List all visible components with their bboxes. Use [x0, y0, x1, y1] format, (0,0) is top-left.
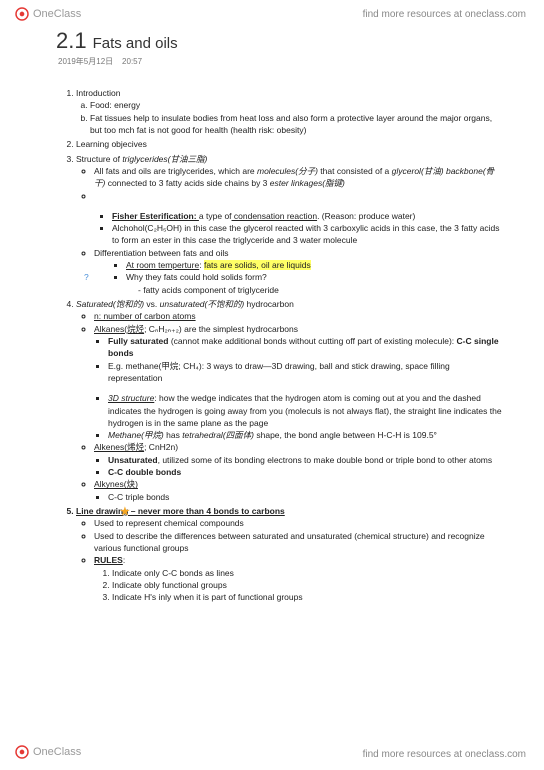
t: E.g. methane(甲烷: [108, 361, 178, 371]
s3-b1: Fisher Esterification: a type of condens…: [112, 210, 502, 222]
highlight: fats are solids, oil are liquids: [204, 260, 311, 270]
t: RULES: [94, 555, 123, 565]
footer-logo: OneClass: [14, 744, 81, 760]
logo-icon: [14, 6, 30, 22]
t: . (Reason: produce water): [317, 211, 415, 221]
section-5: ★ Line drawing – never more than 4 bonds…: [76, 505, 502, 604]
t: Alkenes(烯烃: [94, 442, 144, 452]
t: At room temperture: [126, 260, 199, 270]
page-title: 2.1 Fats and oils: [56, 28, 502, 54]
t: :: [123, 555, 125, 565]
t: Alkanes(烷烃: [94, 324, 144, 334]
rule-3: Indicate H's inly when it is part of fun…: [112, 591, 502, 603]
t: shape, the bond angle between H-C-H is 1…: [254, 430, 437, 440]
s4-b5: Unsaturated, utilized some of its bondin…: [108, 454, 502, 466]
s4-c2: Alkanes(烷烃; CₙH₂ₙ₊₂) are the simplest hy…: [94, 323, 502, 442]
header: OneClass find more resources at oneclass…: [0, 0, 544, 24]
t: Methane(甲烷): [108, 430, 166, 440]
t: connected to 3 fatty acids side chains b…: [108, 178, 270, 188]
logo-icon: [14, 744, 30, 760]
title-text: Fats and oils: [93, 35, 178, 52]
s4-b3: 3D structure: how the wedge indicates th…: [108, 392, 502, 429]
t: 3D structure: [108, 393, 154, 403]
t: Alkynes(炔): [94, 479, 138, 489]
t: a type of: [199, 211, 232, 221]
rule-1: Indicate only C-C bonds as lines: [112, 567, 502, 579]
s4-b7: C-C triple bonds: [108, 491, 502, 503]
s3-empty: Fisher Esterification: a type of condens…: [94, 190, 502, 247]
s3-pre: Structure of: [76, 154, 122, 164]
s4-b6: C-C double bonds: [108, 466, 502, 478]
t: ; CₙH₂ₙ₊₂): [144, 324, 182, 334]
s1-b: Fat tissues help to insulate bodies from…: [90, 112, 502, 137]
s4-c4: Alkynes(炔) C-C triple bonds: [94, 478, 502, 503]
t: n: number of carbon atoms: [94, 311, 196, 321]
t: , utilized some of its bonding electrons…: [158, 455, 493, 465]
t: unsaturated(不饱和的): [160, 299, 245, 309]
s1-head: Introduction: [76, 88, 120, 98]
t: ; CH₄: [178, 361, 198, 371]
s4-c3: Alkenes(烯烃; CnH2n) Unsaturated, utilized…: [94, 441, 502, 478]
t: ; CnH2n): [144, 442, 178, 452]
t: ester linkages(脂键): [270, 178, 345, 188]
s3-b3: At room temperture: fats are solids, oil…: [126, 259, 502, 271]
t: molecules(分子): [257, 166, 318, 176]
t: fatty acids component of triglyceride: [143, 285, 279, 295]
s5-head: Line drawing – never more than 4 bonds t…: [76, 506, 285, 516]
s3-b2: Alchohol(C₂H₅OH) in this case the glycer…: [112, 222, 502, 247]
t: Fisher Esterification:: [112, 211, 199, 221]
t: condensation reaction: [232, 211, 318, 221]
s4-c1: n: number of carbon atoms: [94, 310, 502, 322]
t: All fats and oils are triglycerides, whi…: [94, 166, 257, 176]
section-2: Learning objecives: [76, 138, 502, 150]
header-link: find more resources at oneclass.com: [363, 9, 526, 20]
rule-2: Indicate obly functional groups: [112, 579, 502, 591]
s4-b4: Methane(甲烷) has tetrahedral(四面体) shape, …: [108, 429, 502, 441]
page-content: 2.1 Fats and oils 2019年5月12日 20:57 Intro…: [0, 28, 544, 604]
s1-a: Food: energy: [90, 99, 502, 111]
t: : how the wedge indicates that the hydro…: [108, 393, 502, 428]
s5-c2: Used to describe the differences between…: [94, 530, 502, 555]
date: 2019年5月12日: [58, 57, 113, 66]
s3-it: triglycerides(甘油三脂): [122, 154, 207, 164]
s5-c1: Used to represent chemical compounds: [94, 517, 502, 529]
brand-text: OneClass: [33, 8, 81, 20]
meta: 2019年5月12日 20:57: [58, 56, 502, 67]
t: Saturated(饱和的): [76, 299, 144, 309]
s4-b1: Fully saturated (cannot make additional …: [108, 335, 502, 360]
section-3: Structure of triglycerides(甘油三脂) All fat…: [76, 153, 502, 296]
t: Unsaturated: [108, 455, 158, 465]
t: (cannot make additional bonds without cu…: [171, 336, 457, 346]
footer-link: find more resources at oneclass.com: [363, 749, 526, 760]
t: are the simplest hydrocarbons: [182, 324, 298, 334]
s3-c2: Differentiation between fats and oils: [94, 247, 502, 259]
t: hydrocarbon: [244, 299, 294, 309]
s3-b4: ? Why they fats could hold solids form? …: [126, 271, 502, 296]
hint-icon: ?: [84, 271, 89, 283]
section-1: Introduction Food: energy Fat tissues he…: [76, 87, 502, 136]
s4-b2: E.g. methane(甲烷; CH₄): 3 ways to draw—3D…: [108, 360, 502, 385]
s3-c1: All fats and oils are triglycerides, whi…: [94, 165, 502, 190]
t: vs.: [144, 299, 160, 309]
s5-c3: RULES: Indicate only C-C bonds as lines …: [94, 554, 502, 603]
brand-logo: OneClass: [14, 6, 81, 22]
t: tetrahedral(四面体): [182, 430, 254, 440]
t: that consisted of a: [318, 166, 392, 176]
title-number: 2.1: [56, 28, 87, 54]
section-4: Saturated(饱和的) vs. unsaturated(不饱和的) hyd…: [76, 298, 502, 503]
brand-text: OneClass: [33, 746, 81, 758]
t: Why they fats could hold solids form?: [126, 272, 267, 282]
t: Fully saturated: [108, 336, 171, 346]
notes-body: Introduction Food: energy Fat tissues he…: [56, 87, 502, 604]
time: 20:57: [122, 57, 142, 66]
t: has: [166, 430, 182, 440]
